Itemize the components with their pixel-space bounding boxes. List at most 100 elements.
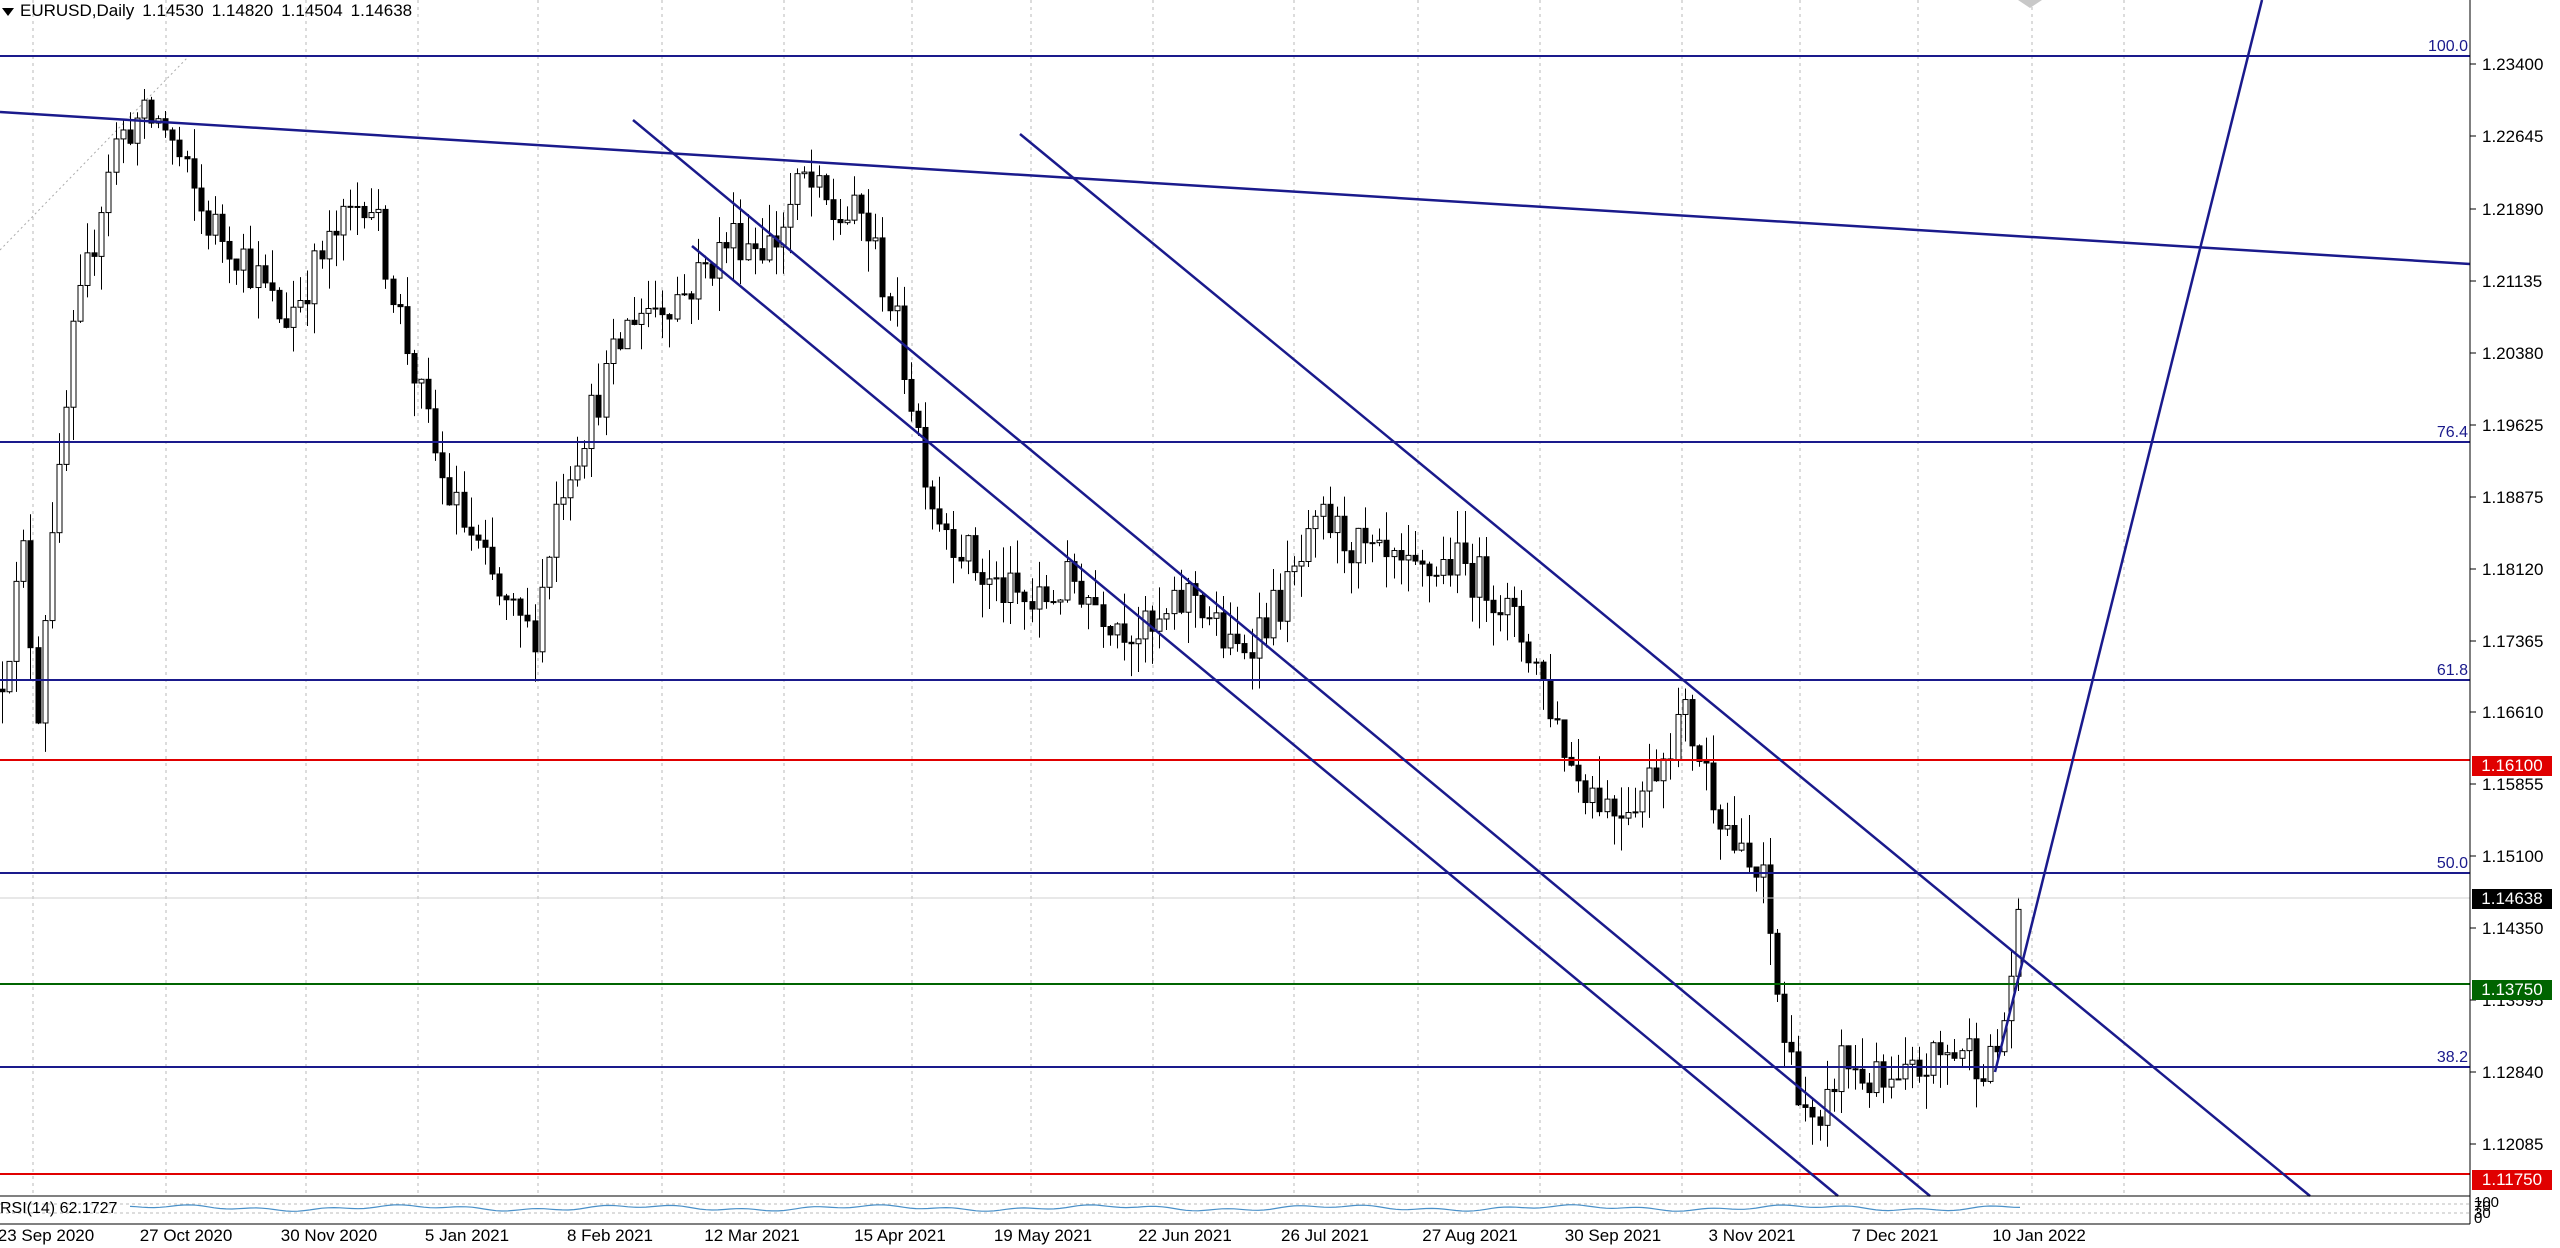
candle-body [1973,1038,1980,1080]
candle-body [1639,790,1646,813]
candle-body [1156,618,1163,632]
candle-body [1788,1041,1795,1053]
candle-body [482,539,489,548]
candle-body [1000,577,1007,603]
candle-body [461,491,468,528]
candle-body [794,173,801,205]
candle-body [1632,811,1639,814]
candle-body [120,129,127,140]
price-tick: 1.16610 [2482,703,2544,722]
candle-body [1618,815,1625,819]
date-label: 15 Apr 2021 [854,1226,946,1245]
candle-body [475,534,482,541]
candle-body [595,394,602,418]
candle-body [205,210,212,236]
rsi-scale-30: 30 [2474,1205,2491,1222]
candle-body [269,282,276,291]
candle-body [830,199,837,221]
candle-body [532,620,539,653]
candle-body [1355,527,1362,564]
candle-body [1703,760,1710,764]
candle-body [347,205,354,208]
candle-body [1483,556,1490,601]
candle-body [1746,842,1753,868]
candle-body [887,296,894,312]
candle-body [1057,599,1064,603]
candle-body [219,213,226,242]
candle-body [1476,556,1483,598]
candle-body [1376,539,1383,544]
candle-body [56,463,63,534]
candle-body [1433,574,1440,577]
candle-body [894,305,901,312]
horizontal-levels[interactable] [0,55,2470,1175]
candle-body [1064,561,1071,601]
candle-body [233,258,240,271]
candle-body [638,312,645,325]
candle-body [333,230,340,236]
candle-body [1930,1042,1937,1076]
candle-body [1320,503,1327,517]
candle-body [808,171,815,188]
chart-header[interactable]: EURUSD,Daily 1.14530 1.14820 1.14504 1.14638 [0,0,420,22]
candle-body [1398,550,1405,561]
candle-body [162,118,169,131]
candle-body [375,208,382,214]
candle-body [1504,597,1511,616]
candle-body [603,363,610,418]
candle-body [936,508,943,525]
candle-body [326,230,333,260]
candle-body [560,497,567,505]
candle-body [148,99,155,124]
candle-body [1149,610,1156,632]
price-tick: 1.21135 [2482,272,2543,291]
candle-body [1178,589,1185,613]
candle-body [35,647,42,724]
candle-body [1831,1088,1838,1093]
candle-body [1774,932,1781,995]
date-label: 12 Mar 2021 [704,1226,800,1245]
candle-body [1043,586,1050,603]
candle-body [1277,589,1284,622]
price-tick: 1.21890 [2482,200,2544,219]
candle-body [546,556,553,588]
candle-body [723,242,730,249]
candle-body [1646,767,1653,792]
candle-body [283,318,290,328]
candle-body [631,319,638,325]
candle-body [1717,809,1724,830]
dropdown-triangle-icon[interactable] [2,7,14,16]
channel-line-middle [632,119,1931,1197]
price-tick: 1.20380 [2482,344,2544,363]
candle-body [844,219,851,224]
candle-body [1383,539,1390,558]
date-label: 10 Jan 2022 [1992,1226,2086,1245]
candle-body [340,205,347,236]
candle-body [1121,623,1128,643]
candle-body [1575,764,1582,782]
rsi-line [129,1204,2021,1212]
low-value: 1.14504 [281,1,343,20]
candle-body [397,304,404,308]
candle-body [489,546,496,575]
candle-body [922,426,929,488]
rsi-panel [0,1195,2470,1214]
candle-body [411,353,418,384]
candle-body [255,265,262,289]
candle-body [780,226,787,248]
candle-body [1916,1059,1923,1077]
candle-body [1533,661,1540,664]
candle-body [695,262,702,300]
candle-body [453,491,460,506]
trend-lines[interactable] [0,0,2471,1197]
candle-body [276,289,283,320]
candle-body [1909,1059,1916,1065]
candle-body [262,265,269,284]
candle-body [1625,812,1632,819]
candle-body [1888,1078,1895,1088]
candle-body [1085,597,1092,605]
candle-body [659,307,666,316]
candle-body [176,139,183,158]
fib-label-76-4: 76.4 [2436,424,2468,441]
